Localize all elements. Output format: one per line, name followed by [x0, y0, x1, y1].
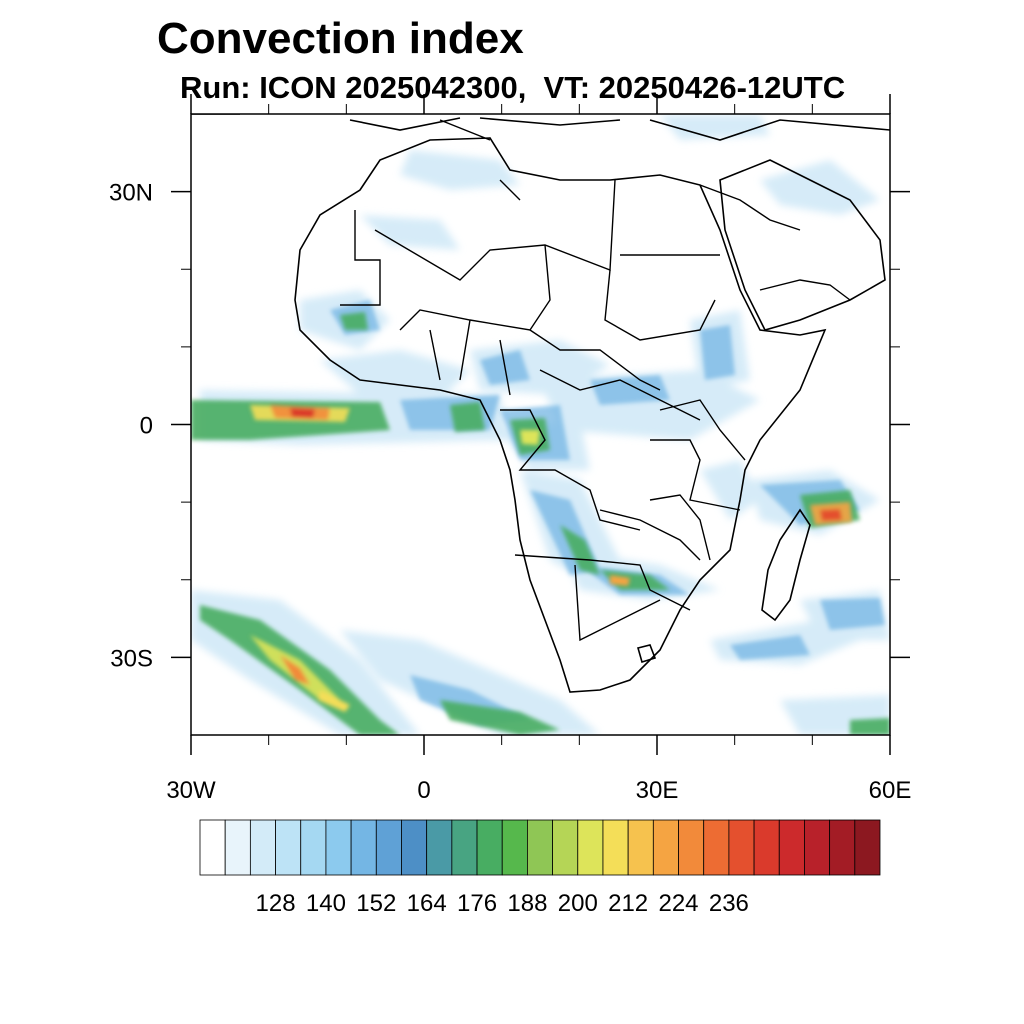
- colorbar-swatch: [501, 819, 528, 876]
- colorbar-swatch: [753, 819, 780, 876]
- colorbar-swatch: [854, 819, 881, 876]
- colorbar-label: 176: [457, 890, 497, 917]
- colorbar-swatch: [199, 819, 226, 876]
- colorbar-label: 164: [407, 890, 447, 917]
- colorbar-swatch: [224, 819, 251, 876]
- lat-tick-label: 30N: [109, 180, 153, 207]
- lon-tick-label: 0: [417, 777, 430, 804]
- axis-tick-labels: 30W 0 30E 60E 30N 0 30S: [109, 180, 911, 804]
- colorbar-swatch: [350, 819, 377, 876]
- lon-tick-label: 60E: [869, 777, 912, 804]
- colorbar-swatch: [829, 819, 856, 876]
- lon-tick-label: 30E: [636, 777, 679, 804]
- country-borders: [340, 119, 851, 642]
- colorbar-swatch: [678, 819, 705, 876]
- lon-tick-label: 30W: [166, 777, 216, 804]
- colorbar-swatch: [627, 819, 654, 876]
- coastlines: [191, 114, 890, 693]
- colorbar-swatch: [577, 819, 604, 876]
- colorbar-label: 128: [256, 890, 296, 917]
- colorbar-swatch: [652, 819, 679, 876]
- colorbar-swatch: [552, 819, 579, 876]
- chart-title: Convection index: [157, 14, 524, 63]
- colorbar-swatch: [426, 819, 453, 876]
- colorbar-swatch: [249, 819, 276, 876]
- colorbar-swatch: [602, 819, 629, 876]
- colorbar-swatch: [527, 819, 553, 876]
- lat-tick-label: 30S: [110, 645, 153, 672]
- colorbar-swatch: [275, 819, 302, 876]
- colorbar-label: 188: [507, 890, 547, 917]
- colorbar-label: 152: [356, 890, 396, 917]
- colorbar-swatch: [728, 819, 755, 876]
- colorbar-swatch: [778, 819, 805, 876]
- colorbar-swatch: [401, 819, 428, 876]
- chart-subtitle: Run: ICON 2025042300, VT: 20250426-12UTC: [180, 70, 846, 105]
- colorbar-label: 200: [558, 890, 598, 917]
- colorbar: 128 140 152 164 176 188 200 212 224 236: [199, 819, 881, 917]
- convection-field: [191, 115, 890, 735]
- colorbar-swatch: [325, 819, 352, 876]
- colorbar-label: 212: [608, 890, 648, 917]
- colorbar-swatch: [451, 819, 478, 876]
- lat-tick-label: 0: [140, 413, 153, 440]
- colorbar-swatch: [703, 819, 730, 876]
- colorbar-swatch: [375, 819, 402, 876]
- axis-ticks: [171, 94, 910, 755]
- colorbar-label: 224: [658, 890, 698, 917]
- colorbar-label: 236: [709, 890, 749, 917]
- colorbar-label: 140: [306, 890, 346, 917]
- colorbar-swatch: [300, 819, 327, 876]
- colorbar-swatch: [804, 819, 831, 876]
- colorbar-swatch: [476, 819, 503, 876]
